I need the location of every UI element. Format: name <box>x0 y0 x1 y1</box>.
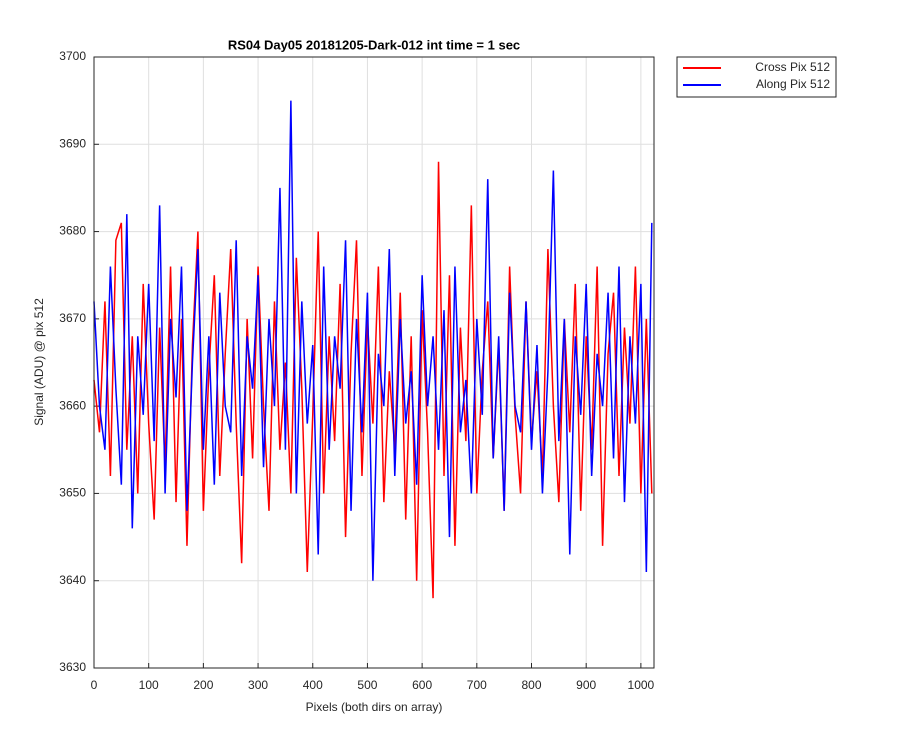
y-axis-label: Signal (ADU) @ pix 512 <box>32 298 46 426</box>
series-line <box>93 161 653 599</box>
axes-box <box>93 56 655 669</box>
series-line <box>93 100 653 581</box>
legend-box <box>676 56 837 98</box>
x-tick-label: 900 <box>576 678 596 692</box>
y-tick-label: 3660 <box>59 398 86 412</box>
x-axis-label: Pixels (both dirs on array) <box>306 700 443 714</box>
chart-title: RS04 Day05 20181205-Dark-012 int time = … <box>228 37 520 52</box>
x-tick-label: 800 <box>521 678 541 692</box>
y-tick-label: 3700 <box>59 49 86 63</box>
x-tick-label: 200 <box>193 678 213 692</box>
y-tick-label: 3690 <box>59 136 86 150</box>
x-tick-label: 100 <box>139 678 159 692</box>
x-tick-label: 300 <box>248 678 268 692</box>
x-tick-label: 0 <box>91 678 98 692</box>
x-tick-label: 400 <box>303 678 323 692</box>
x-tick-label: 700 <box>467 678 487 692</box>
y-tick-label: 3630 <box>59 660 86 674</box>
y-tick-label: 3670 <box>59 311 86 325</box>
y-tick-label: 3650 <box>59 486 86 500</box>
y-tick-label: 3640 <box>59 573 86 587</box>
x-tick-label: 500 <box>357 678 377 692</box>
legend-label: Cross Pix 512 <box>755 60 830 74</box>
legend-label: Along Pix 512 <box>756 77 830 91</box>
y-tick-label: 3680 <box>59 224 86 238</box>
x-tick-label: 600 <box>412 678 432 692</box>
x-tick-label: 1000 <box>628 678 655 692</box>
